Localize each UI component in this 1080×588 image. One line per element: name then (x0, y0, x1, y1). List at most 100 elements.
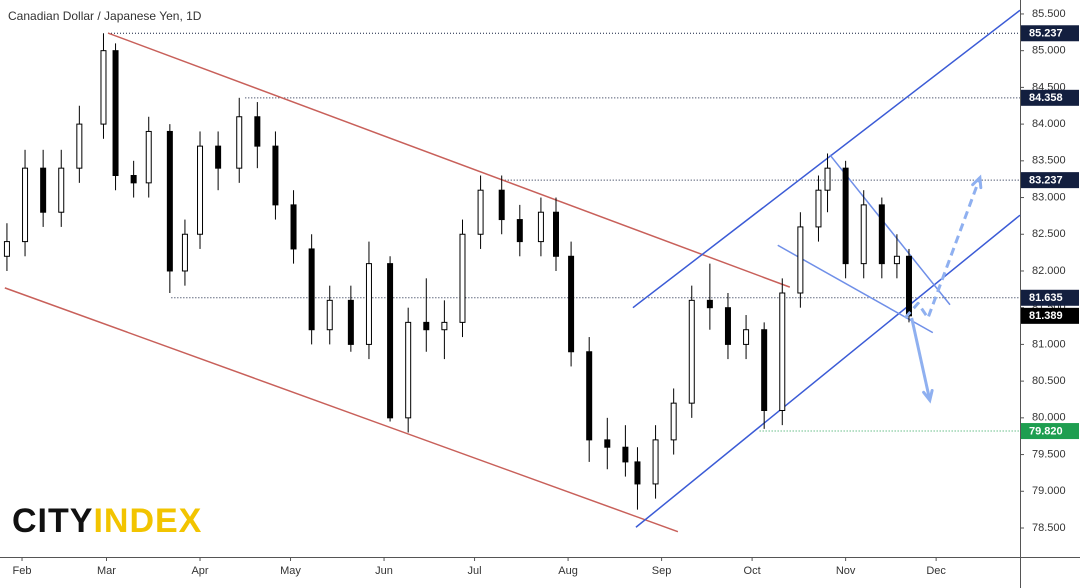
candle-body (254, 116, 261, 147)
candle-body (405, 321, 412, 419)
x-tick-label: Aug (558, 565, 578, 577)
candle-body (878, 204, 885, 265)
candle-body (842, 167, 849, 265)
arrow-head (971, 174, 983, 190)
y-tick-label: 83.000 (1032, 191, 1066, 203)
candle-body (586, 351, 593, 441)
level-badge (1021, 289, 1079, 306)
y-tick-label: 79.000 (1032, 485, 1066, 497)
candle-body (688, 299, 695, 404)
x-tick-label: Mar (97, 565, 116, 577)
candle-body (516, 219, 523, 243)
candle-body (308, 248, 315, 331)
trendline (635, 214, 1021, 528)
candle-body (40, 167, 47, 213)
candle-body (215, 145, 222, 169)
candle-body (815, 189, 822, 228)
x-tick-label: Jul (468, 565, 482, 577)
candle-body (112, 50, 119, 177)
level-badge (1021, 423, 1079, 440)
y-tick-label: 78.500 (1032, 522, 1066, 534)
candle-body (824, 167, 831, 191)
level-label: 81.389 (1029, 310, 1063, 322)
level-label: 85.237 (1029, 28, 1063, 40)
y-tick-label: 79.500 (1032, 448, 1066, 460)
trendline (107, 32, 791, 288)
arrow-head (922, 388, 934, 404)
candle-body (797, 226, 804, 294)
candle-body (347, 299, 354, 345)
candle-body (166, 130, 173, 272)
y-tick-label: 81.000 (1032, 338, 1066, 350)
logo-index: INDEX (93, 502, 202, 540)
level-label: 79.820 (1029, 425, 1063, 437)
candle-body (181, 233, 188, 272)
candle-body (100, 50, 107, 125)
candle-body (604, 439, 611, 448)
y-tick-label: 80.500 (1032, 375, 1066, 387)
x-tick-label: Sep (652, 565, 672, 577)
y-tick-label: 80.000 (1032, 412, 1066, 424)
x-tick-label: Nov (836, 565, 856, 577)
candle-body (3, 241, 10, 257)
candle-body (387, 263, 394, 419)
x-tick-label: Apr (191, 565, 208, 577)
trendline (632, 9, 1021, 309)
y-tick-label: 82.000 (1032, 265, 1066, 277)
x-tick-label: Oct (744, 565, 761, 577)
candle-body (724, 307, 731, 345)
y-tick-label: 82.500 (1032, 228, 1066, 240)
candle-body (477, 189, 484, 235)
candle-body (459, 233, 466, 323)
y-tick-label: 84.000 (1032, 118, 1066, 130)
candle-body (58, 167, 65, 213)
y-tick-label: 83.500 (1032, 155, 1066, 167)
trendline (777, 244, 934, 334)
candle-body (498, 189, 505, 221)
level-label: 81.635 (1029, 292, 1063, 304)
candle-body (441, 321, 448, 331)
candle-body (290, 204, 297, 250)
candle-body (130, 175, 137, 184)
logo: CITYINDEX (12, 502, 202, 540)
candle-body (568, 255, 575, 353)
x-tick-label: May (280, 565, 301, 577)
x-tick-label: Jun (375, 565, 393, 577)
level-badge (1021, 25, 1079, 42)
level-badge (1021, 89, 1079, 106)
candle-body (553, 211, 560, 257)
candle-body (860, 204, 867, 265)
candle-body (423, 321, 430, 331)
candle-body (743, 329, 750, 345)
level-badge (1021, 172, 1079, 189)
trendline (829, 154, 951, 306)
candle-body (670, 402, 677, 441)
candle-body (365, 263, 372, 345)
candle-body (779, 292, 786, 411)
candle-body (197, 145, 204, 235)
candle-body (537, 211, 544, 243)
y-tick-label: 85.500 (1032, 8, 1066, 20)
candle-body (272, 145, 279, 206)
level-label: 83.237 (1029, 175, 1063, 187)
candle-body (761, 329, 768, 411)
candle-body (622, 446, 629, 463)
x-tick-label: Feb (13, 565, 32, 577)
candle-body (326, 299, 333, 331)
arrow-line (903, 177, 982, 320)
candle-body (145, 130, 152, 184)
chart-title: Canadian Dollar / Japanese Yen, 1D (8, 9, 202, 23)
candle-body (236, 116, 243, 169)
candle-body (652, 439, 659, 485)
candle-body (76, 123, 83, 169)
candle-body (706, 299, 713, 309)
level-badge (1021, 307, 1079, 324)
candle-body (905, 255, 912, 317)
arrow-line (910, 317, 932, 401)
trendline (4, 287, 679, 533)
logo-city: CITY (12, 502, 93, 540)
x-tick-label: Dec (926, 565, 946, 577)
level-label: 84.358 (1029, 92, 1063, 104)
candle-body (893, 255, 900, 265)
